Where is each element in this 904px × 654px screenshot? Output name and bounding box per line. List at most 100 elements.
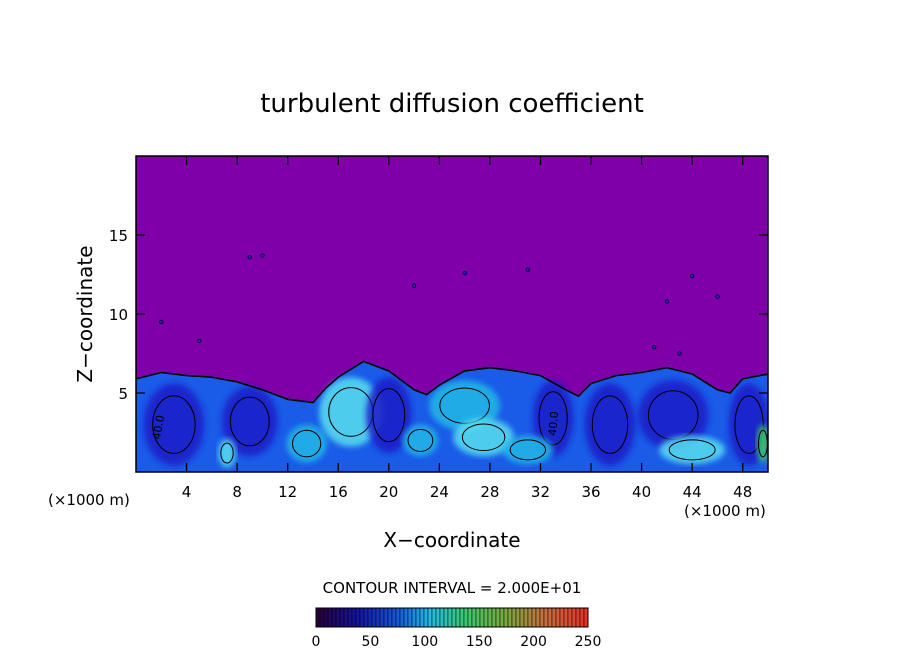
x-unit-left: (×1000 m)	[48, 491, 130, 509]
colorbar-segment	[495, 607, 501, 628]
colorbar-segment	[359, 607, 365, 628]
colorbar-segment	[479, 607, 485, 628]
colorbar-segment	[547, 607, 553, 628]
colorbar-segment	[459, 607, 465, 628]
colorbar-segment	[483, 607, 489, 628]
colorbar-segment	[419, 607, 425, 628]
colorbar-tick-label-250: 250	[575, 634, 602, 650]
colorbar-segment	[395, 607, 401, 628]
colorbar-segment	[463, 607, 469, 628]
colorbar-segment	[491, 607, 497, 628]
colorbar-segment	[431, 607, 437, 628]
speck-9	[664, 299, 670, 304]
plot-area: 40.0 40.0	[136, 156, 768, 472]
x-tick-label-20: 20	[379, 483, 398, 501]
y-tick-label-15: 15	[109, 227, 128, 245]
x-axis-label: X−coordinate	[383, 528, 520, 552]
eddy-contour-2	[291, 429, 322, 458]
colorbar-segment	[327, 607, 333, 628]
colorbar-segment	[467, 607, 473, 628]
eddy-contour-10	[668, 439, 716, 461]
x-tick-label-36: 36	[581, 483, 600, 501]
colorbar-segment	[315, 607, 321, 628]
x-tick-label-12: 12	[278, 483, 297, 501]
colorbar-segment	[535, 607, 541, 628]
colorbar-segment	[499, 607, 505, 628]
x-tick-label-40: 40	[632, 483, 651, 501]
colorbar-segment	[567, 607, 573, 628]
colorbar-segment	[347, 607, 353, 628]
x-unit-right: (×1000 m)	[684, 502, 766, 520]
colorbar-segment	[407, 607, 413, 628]
colorbar-segment	[511, 607, 517, 628]
colorbar-segment	[423, 607, 429, 628]
colorbar-segment	[487, 607, 493, 628]
x-tick-label-16: 16	[329, 483, 348, 501]
colorbar-segment	[475, 607, 481, 628]
colorbar-segment	[523, 607, 529, 628]
colorbar-segment	[367, 607, 373, 628]
speck-8	[677, 351, 682, 356]
colorbar-segment	[507, 607, 513, 628]
speck-1	[260, 253, 265, 258]
colorbar-segment	[559, 607, 565, 628]
colorbar-segment	[391, 607, 397, 628]
colorbar-frame	[315, 607, 589, 628]
colorbar-segment	[387, 607, 393, 628]
colorbar-segment	[323, 607, 329, 628]
colorbar-segment	[471, 607, 477, 628]
x-tick-label-32: 32	[531, 483, 550, 501]
colorbar-segment	[563, 607, 569, 628]
colorbar-segment	[455, 607, 461, 628]
colorbar-segment	[403, 607, 409, 628]
colorbar-segment	[383, 607, 389, 628]
x-axis: 4 8 12 16 20 24 28 32 36 40 44 48	[182, 156, 752, 501]
speck-7	[652, 345, 657, 350]
colorbar-segment	[527, 607, 533, 628]
eddy-contour-15	[407, 428, 434, 452]
x-tick-label-8: 8	[232, 483, 242, 501]
y-tick-label-10: 10	[109, 306, 128, 324]
colorbar-segment	[543, 607, 549, 628]
contour-label-1: 40.0	[150, 414, 167, 440]
colorbar	[315, 607, 589, 628]
speck-5	[690, 273, 695, 279]
eddy-contour-14	[509, 439, 547, 461]
colorbar-segment	[371, 607, 377, 628]
colorbar-segment	[439, 607, 445, 628]
colorbar-segment	[335, 607, 341, 628]
colorbar-tick-label-200: 200	[520, 634, 547, 650]
colorbar-segment	[571, 607, 577, 628]
y-axis: 5 10 15	[109, 227, 768, 403]
speck-3	[462, 270, 467, 276]
colorbar-ticks: 0 50 100 150 200 250	[312, 634, 602, 650]
speck-2	[411, 283, 417, 288]
colorbar-segment	[503, 607, 509, 628]
x-tick-label-28: 28	[480, 483, 499, 501]
eddy-contour-6	[461, 423, 506, 452]
speck-11	[159, 319, 164, 325]
colorbar-segment	[443, 607, 449, 628]
colorbar-segment	[555, 607, 561, 628]
colorbar-tick-label-100: 100	[411, 634, 438, 650]
eddy-contour-1	[229, 396, 270, 447]
x-tick-label-4: 4	[182, 483, 192, 501]
y-tick-label-5: 5	[118, 385, 128, 403]
colorbar-segment	[355, 607, 361, 628]
colorbar-segment	[415, 607, 421, 628]
colorbar-segment	[519, 607, 525, 628]
colorbar-segment	[379, 607, 385, 628]
colorbar-segment	[435, 607, 441, 628]
x-tick-label-44: 44	[683, 483, 702, 501]
eddy-contour-13	[220, 442, 234, 464]
colorbar-segment	[343, 607, 349, 628]
colorbar-segment	[331, 607, 337, 628]
colorbar-segment	[411, 607, 417, 628]
eddy-contour-4	[372, 388, 406, 443]
x-tick-label-24: 24	[430, 483, 449, 501]
colorbar-tick-label-150: 150	[466, 634, 493, 650]
colorbar-segment	[515, 607, 521, 628]
colorbar-segment	[539, 607, 545, 628]
colorbar-segment	[575, 607, 581, 628]
